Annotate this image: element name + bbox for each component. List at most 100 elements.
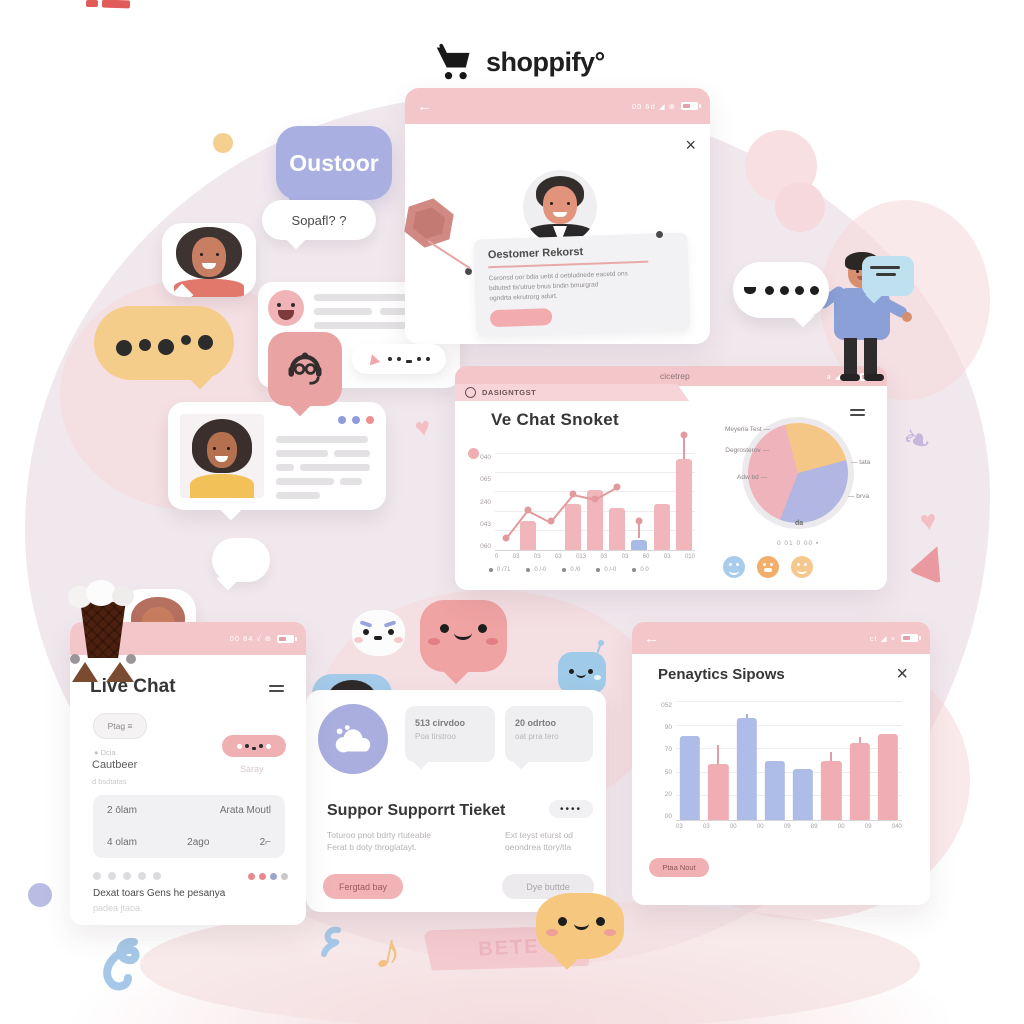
avatar — [180, 414, 264, 498]
more-options-button[interactable]: •••• — [549, 800, 593, 818]
bar — [520, 521, 537, 550]
combo-chart: 040 065 240 043 060 0 03 03 03 013 03 03 60 03 010 0 … — [469, 431, 709, 584]
legend-label: 0 0 — [640, 567, 649, 573]
speech-bubble-dots — [733, 262, 829, 328]
y-tick: 240 — [480, 498, 491, 506]
line-dot — [613, 483, 621, 491]
bar — [792, 768, 814, 820]
menu-icon[interactable] — [850, 406, 865, 419]
legend-dot — [562, 568, 567, 572]
x-tick: 00 — [837, 824, 845, 830]
ticket-action-button[interactable] — [489, 308, 553, 328]
pie-label: Adw bd — — [737, 474, 767, 481]
legend-dot — [632, 568, 637, 572]
window-title: Live Chat — [90, 676, 176, 697]
back-arrow-icon[interactable]: ← — [417, 97, 432, 115]
pie-label: — tata — [851, 459, 871, 466]
emoji-button-face[interactable] — [757, 556, 779, 578]
face-emoji — [268, 290, 304, 326]
x-axis: 03 03 00 00 09 89 00 09 040 — [676, 824, 902, 830]
speech-bubble-typing — [94, 306, 234, 390]
bar — [736, 718, 757, 820]
bar — [675, 458, 692, 550]
header-center-text: cicetrep — [660, 371, 690, 381]
ticket-title: Oestomer Rekorst — [487, 245, 584, 262]
gridline — [676, 724, 902, 726]
x-tick: 03 — [554, 554, 562, 560]
chip-label: Saray — [240, 764, 264, 774]
bar — [564, 503, 581, 550]
cta-button[interactable]: Ptaa Nout — [649, 858, 709, 877]
speech-bubble-oustoor: Oustoor — [276, 126, 392, 211]
status-dots — [248, 873, 288, 880]
x-tick: 03 — [512, 554, 520, 560]
gridline — [676, 701, 902, 702]
close-icon[interactable]: × — [896, 663, 908, 685]
emoji-button-smile[interactable] — [723, 556, 745, 578]
decor-circle — [28, 883, 52, 907]
pie-label: Meyeria Test — — [724, 426, 770, 433]
drop-stem — [638, 521, 641, 538]
decor-circle — [775, 182, 825, 232]
y-tick: 043 — [480, 520, 491, 528]
bar — [679, 736, 701, 820]
stat-value: 20 odrtoo — [515, 718, 557, 728]
speech-bubble-lines — [862, 256, 914, 304]
bar — [653, 503, 670, 550]
stick — [682, 432, 685, 459]
line-dot — [547, 517, 555, 525]
note-text: oeondrea ttory/tla — [505, 842, 572, 852]
play-triangle-icon — [367, 353, 381, 366]
window-header: cicetrep a ◢ 38 — [455, 366, 887, 386]
close-icon[interactable]: × — [685, 135, 696, 155]
chart-legend: 0 /71 0 /-0 0 /0 0 /-0 0 0 — [489, 567, 709, 573]
error-stem — [745, 713, 748, 719]
window-title: Ve Chat Snoket — [491, 410, 619, 429]
line-dot — [502, 534, 510, 542]
stick-dot — [680, 431, 688, 439]
x-tick: 040 — [891, 824, 902, 830]
x-tick: 03 — [533, 554, 541, 560]
pager-dots[interactable] — [93, 872, 161, 880]
blue-bubble-character — [558, 640, 606, 702]
reaction-chip[interactable] — [222, 735, 286, 757]
window-title: Penaytics Sipows — [658, 666, 785, 683]
error-stem — [717, 744, 720, 765]
tab[interactable]: DASIGNTGST — [455, 384, 689, 401]
status-icons: 00 84 √ ⊕ — [230, 634, 297, 643]
primary-button[interactable]: Fergtad bay — [323, 874, 403, 899]
card-title: Suppor Supporrt Tieket — [327, 802, 506, 819]
customer-ticket-window: ← 00 6d ◢ ⊕ × Oestomer Rekorst Ceronsd o… — [405, 88, 710, 344]
typing-pill[interactable] — [352, 344, 446, 374]
legend-dot — [526, 568, 531, 572]
note-text: Ext teyst eturst od — [505, 830, 574, 840]
tab-label: DASIGNTGST — [482, 388, 537, 397]
connector-dot — [465, 268, 472, 275]
bar — [849, 742, 870, 820]
table-cell: 4 olam — [107, 837, 138, 848]
legend-dot — [489, 568, 493, 572]
back-arrow-icon[interactable]: ← — [644, 629, 659, 647]
message-subtext: padea jtaoa. — [93, 903, 143, 913]
dashboard-window: cicetrep a ◢ 38 DASIGNTGST Ve Chat Snoke… — [455, 366, 887, 590]
x-tick: 00 — [756, 824, 764, 830]
meta-text: d bsdtatas — [92, 777, 127, 786]
gridline — [495, 472, 695, 474]
angry-bubble-character — [352, 610, 405, 656]
menu-icon[interactable] — [269, 682, 284, 695]
gridline — [676, 771, 902, 773]
x-tick: 0 — [495, 554, 499, 560]
ribbon-squiggle-icon — [321, 926, 341, 957]
yellow-smiley-bubble — [536, 893, 624, 970]
cloud-icon — [318, 704, 388, 774]
smiley-bubble-character — [420, 600, 507, 685]
y-tick: 70 — [664, 746, 672, 754]
x-tick: 03 — [702, 824, 710, 830]
y-tick: 00 — [664, 812, 672, 820]
x-tick: 09 — [864, 824, 872, 830]
filter-pill[interactable]: Ptag ≡ — [93, 713, 147, 739]
emoji-button-face[interactable] — [791, 556, 813, 578]
battery-icon — [901, 634, 921, 642]
y-tick: 040 — [480, 454, 491, 461]
